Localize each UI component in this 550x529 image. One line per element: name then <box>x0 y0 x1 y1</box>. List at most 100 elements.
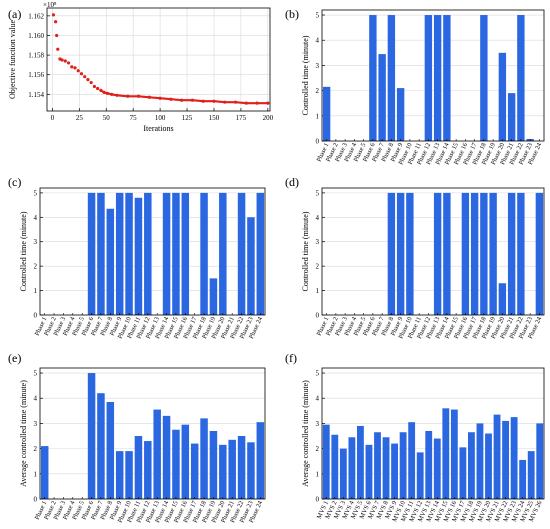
data-point <box>83 75 87 79</box>
bars <box>322 408 544 499</box>
bar <box>153 409 161 499</box>
bars <box>322 15 534 142</box>
bar <box>322 86 331 141</box>
bar <box>470 192 479 315</box>
y-tick-label: 3 <box>316 238 320 246</box>
bar <box>396 192 405 315</box>
bar <box>433 15 442 142</box>
panel-label: (b) <box>285 7 299 21</box>
x-tick-label: 25 <box>76 114 84 122</box>
bar <box>536 423 544 499</box>
bar <box>125 451 133 499</box>
bar <box>433 192 442 315</box>
bar <box>406 192 414 315</box>
y-tick-label: 1 <box>34 287 38 295</box>
bar <box>331 434 339 499</box>
bar <box>502 420 509 499</box>
bar <box>237 436 246 499</box>
y-tick-label: 2 <box>34 445 38 453</box>
bar <box>339 448 347 499</box>
y-tick-label: 5 <box>316 189 320 197</box>
bar <box>369 15 377 142</box>
bar <box>459 447 467 499</box>
y-tick-label: 1 <box>316 287 320 295</box>
panel-label: (e) <box>8 351 21 365</box>
bar <box>416 452 424 499</box>
y-tick-label: 2 <box>34 263 38 271</box>
panel-label: (c) <box>8 175 21 189</box>
bar <box>408 422 416 499</box>
y-axis-label: Controlled time (minute) <box>301 35 310 115</box>
bar <box>200 192 208 315</box>
bar <box>425 430 433 499</box>
y-tick-label: 3 <box>316 62 320 70</box>
y-multiplier-label: ×10⁸ <box>43 1 57 9</box>
chart-panel-f: 0 1 2 3 4 5 Average controlled time (minute) (f… <box>285 351 545 523</box>
y-tick-label: 4 <box>34 395 38 403</box>
bar <box>125 192 133 315</box>
bar <box>391 443 398 499</box>
data-point <box>56 47 60 51</box>
bar <box>134 197 143 315</box>
y-tick-label: 0 <box>34 496 38 504</box>
data-point <box>66 61 71 65</box>
y-tick-label: 1.162 <box>28 12 44 20</box>
bar <box>517 15 525 142</box>
y-tick-label: 4 <box>316 214 320 222</box>
bars <box>87 192 265 315</box>
bar <box>247 442 255 499</box>
bar <box>387 15 396 142</box>
x-tick-label: 75 <box>130 114 138 122</box>
x-tick-label: 200 <box>263 114 274 122</box>
bar <box>443 192 451 315</box>
bar <box>162 192 171 315</box>
bar <box>209 430 218 499</box>
y-tick-label: 4 <box>316 37 320 45</box>
bar <box>256 192 265 315</box>
bar <box>480 15 488 142</box>
y-tick-label: 0 <box>316 312 320 320</box>
chart-panel-a: 0 25 50 75 100 125 150 175 200 1.154 1.156 1.158 1.1… <box>8 1 274 133</box>
data-point <box>51 13 56 17</box>
y-axis-label: Controlled time (minute) <box>19 211 28 291</box>
plot-area-frame <box>321 367 545 500</box>
bar <box>498 283 507 315</box>
data-series-line <box>99 89 269 105</box>
y-tick-label: 1.158 <box>28 52 44 60</box>
y-tick-label: 1.160 <box>28 32 44 40</box>
bar <box>424 15 433 142</box>
plot-area-frame <box>39 187 266 316</box>
bar <box>134 436 143 499</box>
y-tick-label: 1.156 <box>28 71 44 79</box>
bar <box>87 192 96 315</box>
bar <box>172 192 180 315</box>
y-tick-label: 4 <box>316 395 320 403</box>
bar <box>40 446 49 499</box>
bar <box>219 192 227 315</box>
bar <box>162 415 171 499</box>
data-point <box>76 69 80 73</box>
x-tick-label: 0 <box>51 114 55 122</box>
y-tick-label: 4 <box>34 214 38 222</box>
y-axis-label: Controlled time (minute) <box>301 211 310 291</box>
bar <box>256 422 265 499</box>
bar <box>387 192 396 315</box>
bars <box>40 373 265 499</box>
data-point <box>70 65 74 69</box>
bar <box>476 423 484 499</box>
panel-label: (a) <box>8 7 21 21</box>
x-tick-label: 50 <box>103 114 111 122</box>
bar <box>365 444 373 499</box>
y-tick-label: 2 <box>316 445 320 453</box>
bar <box>468 432 475 499</box>
data-point <box>96 86 100 91</box>
bar <box>443 15 451 142</box>
bar <box>461 192 470 315</box>
bar <box>510 417 518 499</box>
data-point <box>79 72 84 76</box>
bar <box>485 433 492 499</box>
y-tick-label: 2 <box>316 263 320 271</box>
plot-area-frame <box>39 367 266 500</box>
